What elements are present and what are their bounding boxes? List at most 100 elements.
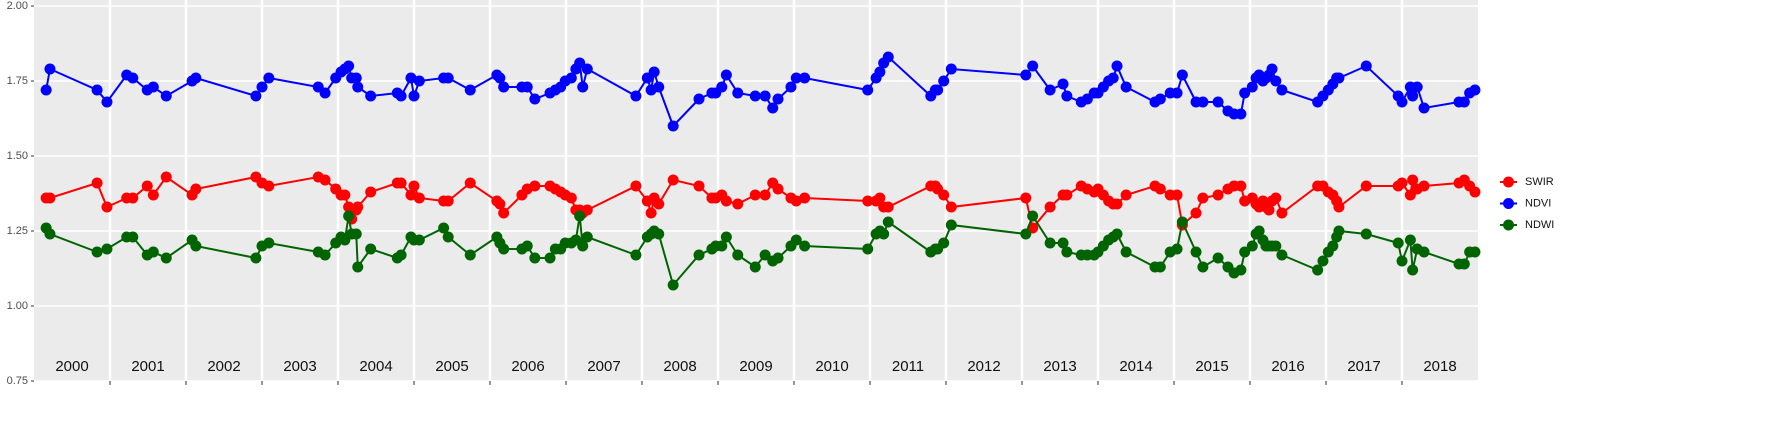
point [395,177,407,189]
point [1120,81,1132,93]
point [716,81,728,93]
point [1154,93,1166,105]
year-label: 2009 [739,358,772,375]
point [878,228,890,240]
point [494,198,506,210]
point [147,189,159,201]
point [91,177,103,189]
point [1418,180,1430,192]
year-label: 2013 [1043,358,1076,375]
year-label: 2005 [435,358,468,375]
point [945,201,957,213]
point [127,72,139,84]
point [1111,60,1123,72]
point [693,93,705,105]
point [343,60,355,72]
y-tick-label: 1.25 [7,225,28,237]
point [874,66,886,78]
point [667,174,679,186]
point [577,81,589,93]
point [1333,201,1345,213]
point [565,192,577,204]
point [720,69,732,81]
point [1253,225,1265,237]
point [732,249,744,261]
point [630,249,642,261]
point [1396,177,1408,189]
point [1239,87,1251,99]
point [1360,228,1372,240]
point [1057,237,1069,249]
legend-key-point [1503,219,1514,231]
point [581,204,593,216]
point [350,228,362,240]
point [408,180,420,192]
point [464,177,476,189]
point [1111,228,1123,240]
year-label: 2010 [815,358,848,375]
point [1190,246,1202,258]
year-label: 2001 [131,358,164,375]
point [1020,228,1032,240]
point [494,72,506,84]
point [574,57,586,69]
point [1212,252,1224,264]
point [263,180,275,192]
point [127,231,139,243]
year-label: 2003 [283,358,316,375]
point [442,195,454,207]
point [749,90,761,102]
point [413,75,425,87]
point [263,237,275,249]
point [352,201,364,213]
point [44,228,56,240]
point [667,279,679,291]
point [1396,255,1408,267]
year-label: 2002 [207,358,240,375]
point [1171,87,1183,99]
year-label: 2007 [587,358,620,375]
year-label: 2016 [1271,358,1304,375]
point [395,249,407,261]
point [1360,60,1372,72]
legend-label: NDWI [1525,219,1554,231]
point [581,63,593,75]
point [772,93,784,105]
point [405,189,417,201]
point [160,90,172,102]
point [1407,174,1419,186]
point [464,249,476,261]
point [1239,246,1251,258]
year-label: 2014 [1119,358,1152,375]
year-label: 2008 [663,358,696,375]
point [365,186,377,198]
point [1212,189,1224,201]
point [1411,81,1423,93]
point [1197,261,1209,273]
point [1235,264,1247,276]
point [653,228,665,240]
point [498,243,510,255]
point [1197,192,1209,204]
point [1027,210,1039,222]
point [190,72,202,84]
point [1111,198,1123,210]
point [1061,246,1073,258]
year-label: 2011 [892,358,924,375]
point [565,72,577,84]
point [319,87,331,99]
point [1120,189,1132,201]
year-label: 2017 [1347,358,1380,375]
point [1120,246,1132,258]
point [127,192,139,204]
legend-key-point [1503,176,1514,188]
point [653,198,665,210]
point [44,192,56,204]
point [413,192,425,204]
point [91,246,103,258]
point [1171,189,1183,201]
point [716,240,728,252]
point [693,180,705,192]
point [874,192,886,204]
point [1270,192,1282,204]
